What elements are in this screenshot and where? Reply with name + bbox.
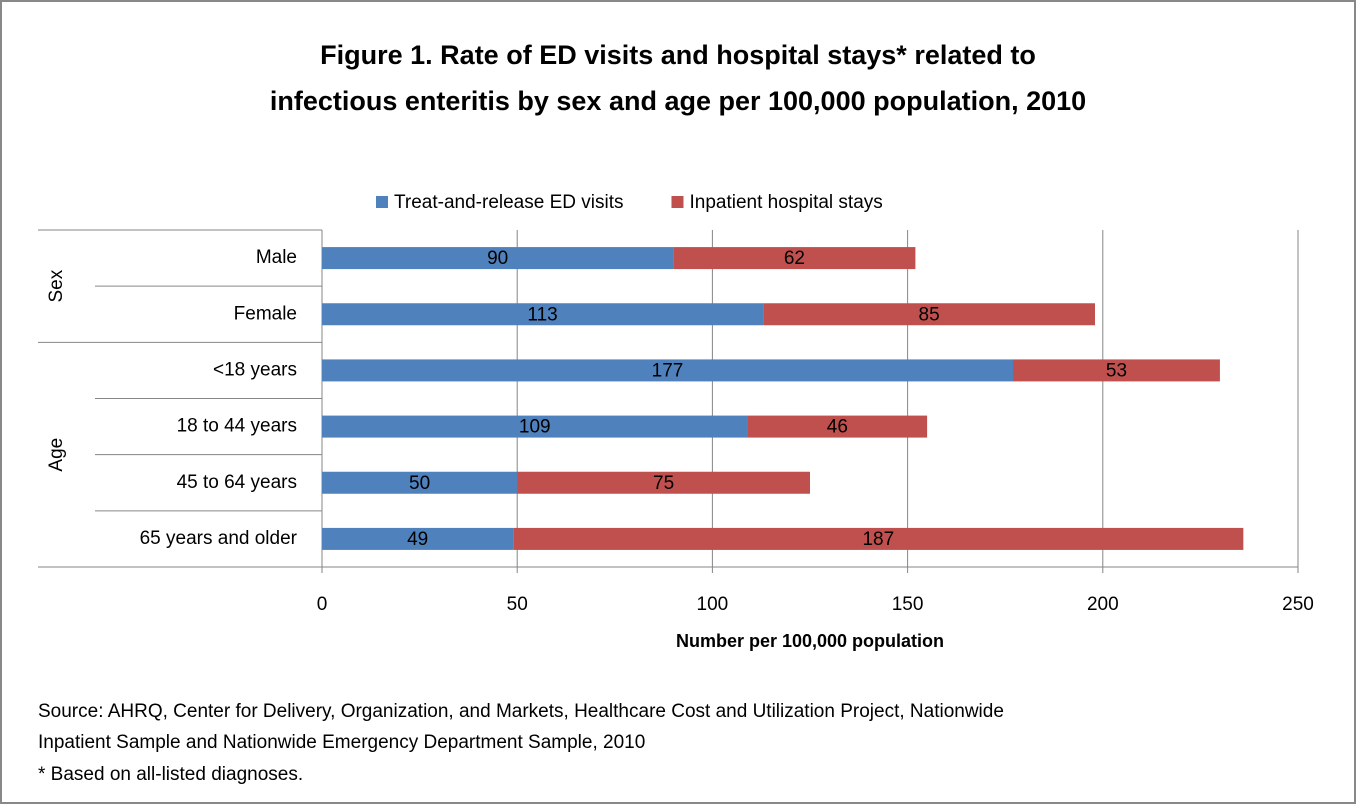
y-tick-label: Female (234, 303, 297, 324)
bar-segment (1013, 359, 1220, 382)
bar-segment (322, 527, 514, 550)
y-tick-label: Male (256, 247, 297, 268)
x-tick-label: 250 (1282, 594, 1314, 615)
source-note: Source: AHRQ, Center for Delivery, Organ… (38, 701, 1004, 722)
legend-label: Treat-and-release ED visits (394, 192, 623, 213)
footnote: * Based on all-listed diagnoses. (38, 764, 303, 785)
x-axis-title: Number per 100,000 population (676, 631, 944, 651)
data-label: 109 (519, 417, 551, 438)
group-label: Sex (46, 269, 67, 302)
x-tick-label: 100 (697, 594, 729, 615)
data-label: 46 (827, 417, 848, 438)
x-tick-label: 150 (892, 594, 924, 615)
bar-segment (747, 415, 928, 438)
bar-segment (673, 247, 916, 270)
data-label: 90 (487, 248, 508, 269)
y-tick-label: 45 to 64 years (177, 472, 297, 493)
legend-swatch (671, 196, 684, 208)
x-tick-label: 50 (507, 594, 528, 615)
bar-segment (322, 247, 674, 270)
bar-segment (517, 471, 810, 494)
bar-segment (322, 415, 748, 438)
data-label: 75 (653, 473, 674, 494)
group-label: Age (46, 438, 67, 472)
x-tick-label: 0 (317, 594, 328, 615)
data-label: 187 (862, 529, 894, 550)
source-note: Inpatient Sample and Nationwide Emergenc… (38, 732, 645, 753)
y-tick-label: 18 to 44 years (177, 416, 297, 437)
chart-title: infectious enteritis by sex and age per … (270, 86, 1086, 116)
data-label: 85 (919, 304, 940, 325)
bar-segment (322, 303, 764, 326)
legend-label: Inpatient hospital stays (689, 192, 882, 213)
bar-segment (763, 303, 1095, 326)
bar-segment (513, 527, 1244, 550)
y-tick-label: 65 years and older (140, 528, 298, 549)
data-label: 62 (784, 248, 805, 269)
data-label: 49 (407, 529, 428, 550)
y-tick-label: <18 years (213, 359, 297, 380)
x-tick-label: 200 (1087, 594, 1119, 615)
data-label: 50 (409, 473, 430, 494)
data-label: 177 (652, 360, 684, 381)
legend-swatch (376, 196, 388, 208)
bar-segment (322, 471, 518, 494)
data-label: 53 (1106, 360, 1127, 381)
bar-segment (322, 359, 1014, 382)
chart-title: Figure 1. Rate of ED visits and hospital… (320, 40, 1036, 70)
data-label: 113 (527, 304, 557, 325)
